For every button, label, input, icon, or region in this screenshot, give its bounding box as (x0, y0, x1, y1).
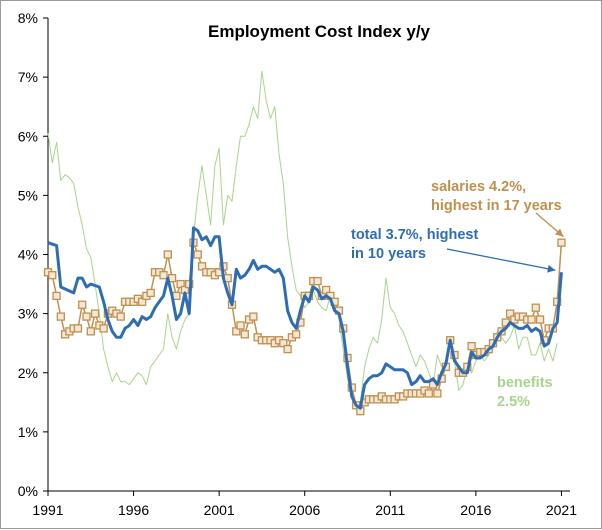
annotation-line: highest in 17 years (431, 198, 562, 214)
annotation-salaries: salaries 4.2%, highest in 17 years (431, 179, 562, 214)
data-point-salaries (292, 330, 301, 339)
data-point-salaries (321, 285, 331, 295)
y-tick-label: 0% (18, 483, 38, 499)
annotation-benefits: benefits 2.5% (497, 375, 553, 410)
x-tick-label: 2011 (375, 502, 405, 518)
data-point-salaries (313, 276, 322, 286)
data-point-salaries (467, 341, 476, 351)
x-tick-label: 2016 (460, 502, 491, 518)
data-point-salaries (90, 309, 100, 318)
x-tick-label: 1996 (118, 502, 149, 518)
arrow-total (446, 248, 556, 273)
y-tick-label: 4% (18, 247, 38, 263)
x-tick-label: 1991 (32, 502, 63, 518)
data-point-salaries (531, 303, 540, 312)
y-tick-label: 6% (18, 128, 38, 144)
data-point-salaries (82, 312, 91, 321)
x-tick-label: 2021 (546, 502, 577, 518)
data-point-salaries (116, 312, 125, 321)
annotation-total: total 3.7%, highest in 10 years (351, 227, 478, 262)
data-point-salaries (193, 250, 202, 259)
data-point-salaries (176, 279, 185, 289)
data-point-salaries (557, 238, 566, 247)
data-point-salaries (48, 271, 57, 280)
data-point-salaries (137, 297, 147, 306)
y-tick-label: 8% (18, 10, 38, 26)
data-point-salaries (527, 315, 536, 324)
annotation-line: in 10 years (351, 246, 426, 262)
data-point-salaries (197, 262, 207, 271)
data-point-salaries (146, 288, 155, 298)
data-point-salaries (535, 315, 545, 324)
y-tick-label: 7% (18, 69, 38, 85)
series-total (47, 226, 563, 410)
data-point-salaries (236, 321, 245, 330)
data-point-salaries (86, 327, 95, 336)
data-point-salaries (159, 271, 168, 280)
data-point-salaries (424, 389, 433, 398)
annotation-line: salaries 4.2%, (431, 179, 526, 195)
series-salaries (43, 238, 566, 416)
data-point-salaries (232, 327, 241, 336)
plot-area (43, 70, 566, 416)
series-line-total (47, 226, 563, 410)
data-point-salaries (78, 300, 87, 309)
y-tick-label: 1% (18, 424, 38, 440)
data-point-salaries (249, 312, 258, 321)
y-tick-label: 3% (18, 306, 38, 322)
y-tick-label: 2% (18, 365, 38, 381)
data-point-salaries (99, 324, 108, 333)
annotation-line: benefits (497, 375, 553, 391)
axes: 0% 1% 2% 3% 4% 5% 6% 7% 8% 1991 1996 2001 2006 2011 20… (18, 10, 577, 518)
data-point-salaries (433, 389, 442, 398)
data-point-salaries (279, 339, 288, 348)
data-point-salaries (52, 291, 61, 301)
chart-title: Employment Cost Index y/y (208, 22, 431, 41)
data-point-salaries (505, 309, 515, 318)
y-tick-label: 5% (18, 187, 38, 203)
annotation-line: total 3.7%, highest (351, 227, 478, 243)
data-point-salaries (163, 250, 172, 259)
data-point-salaries (56, 312, 65, 321)
arrow-salaries (535, 212, 564, 238)
x-tick-label: 2006 (289, 502, 320, 518)
annotations: salaries 4.2%, highest in 17 years total 3… (351, 179, 564, 410)
x-tick-label: 2001 (204, 502, 235, 518)
annotation-line: 2.5% (497, 394, 530, 410)
data-point-salaries (283, 344, 292, 354)
data-point-salaries (73, 324, 83, 333)
data-point-salaries (240, 330, 249, 339)
